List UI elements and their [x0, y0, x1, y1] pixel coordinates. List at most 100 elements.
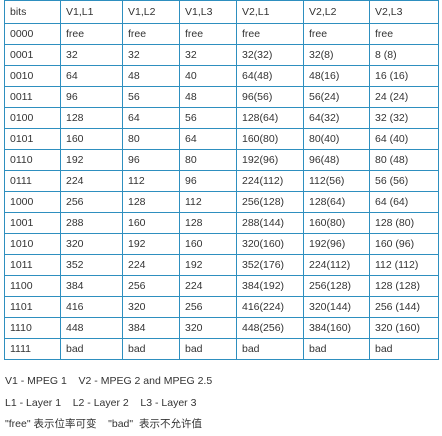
bitrate-cell: 352	[60, 254, 123, 276]
table-row: 0100 128 64 56 128(64) 64(32) 32 (32)	[4, 107, 439, 129]
bitrate-cell: free	[236, 23, 304, 45]
bits-cell: 0111	[4, 170, 61, 192]
header-cell: V1,L3	[179, 0, 237, 24]
table-header-row: bits V1,L1 V1,L2 V1,L3 V2,L1 V2,L2 V2,L3	[4, 0, 439, 24]
note-version-legend: V1 - MPEG 1 V2 - MPEG 2 and MPEG 2.5	[5, 375, 213, 387]
bitrate-cell: 288(144)	[236, 212, 304, 234]
bitrate-cell: 80 (48)	[369, 149, 439, 171]
bitrate-cell: 96	[60, 86, 123, 108]
bitrate-cell: bad	[369, 338, 439, 360]
bitrate-cell: 416(224)	[236, 296, 304, 318]
bitrate-cell: 224(112)	[303, 254, 370, 276]
table-row: 1000 256 128 112 256(128) 128(64) 64 (64)	[4, 191, 439, 213]
bitrate-cell: 192	[60, 149, 123, 171]
bitrate-cell: 192(96)	[236, 149, 304, 171]
bitrate-cell: 448(256)	[236, 317, 304, 339]
header-cell: V2,L1	[236, 0, 304, 24]
bitrate-cell: bad	[236, 338, 304, 360]
bitrate-cell: 256 (144)	[369, 296, 439, 318]
bitrate-cell: 320	[60, 233, 123, 255]
note-free-bad-legend: "free" 表示位率可变 "bad" 表示不允许值	[5, 418, 202, 430]
bitrate-cell: 352(176)	[236, 254, 304, 276]
bits-cell: 1001	[4, 212, 61, 234]
bitrate-cell: free	[122, 23, 180, 45]
bitrate-table-container: bits V1,L1 V1,L2 V1,L3 V2,L1 V2,L2 V2,L3…	[4, 0, 439, 360]
bitrate-cell: 160(80)	[236, 128, 304, 150]
bitrate-cell: 384	[122, 317, 180, 339]
bits-cell: 1111	[4, 338, 61, 360]
bitrate-cell: 160	[60, 128, 123, 150]
bitrate-cell: 112 (112)	[369, 254, 439, 276]
bits-cell: 0100	[4, 107, 61, 129]
bitrate-cell: 80	[179, 149, 237, 171]
bitrate-cell: 96	[122, 149, 180, 171]
bitrate-cell: 64(48)	[236, 65, 304, 87]
bitrate-cell: 320(144)	[303, 296, 370, 318]
header-cell: V1,L1	[60, 0, 123, 24]
bitrate-cell: 64 (40)	[369, 128, 439, 150]
bits-cell: 0011	[4, 86, 61, 108]
bits-cell: 0010	[4, 65, 61, 87]
bitrate-cell: 256	[179, 296, 237, 318]
bitrate-cell: 128(64)	[236, 107, 304, 129]
bitrate-cell: 64 (64)	[369, 191, 439, 213]
bitrate-cell: bad	[122, 338, 180, 360]
table-row: 1101 416 320 256 416(224) 320(144) 256 (144)	[4, 296, 439, 318]
bitrate-cell: free	[60, 23, 123, 45]
bitrate-cell: 128 (80)	[369, 212, 439, 234]
bitrate-cell: 384(160)	[303, 317, 370, 339]
header-cell: bits	[4, 0, 61, 24]
bitrate-cell: free	[179, 23, 237, 45]
bitrate-cell: bad	[179, 338, 237, 360]
bitrate-cell: 320	[179, 317, 237, 339]
table-row: 1110 448 384 320 448(256) 384(160) 320 (160)	[4, 317, 439, 339]
bitrate-cell: 32	[179, 44, 237, 66]
table-row: 0111 224 112 96 224(112) 112(56) 56 (56)	[4, 170, 439, 192]
bits-cell: 0000	[4, 23, 61, 45]
bitrate-cell: 160	[179, 233, 237, 255]
bitrate-cell: 128(64)	[303, 191, 370, 213]
bits-cell: 1100	[4, 275, 61, 297]
table-row: 0001 32 32 32 32(32) 32(8) 8 (8)	[4, 44, 439, 66]
bitrate-cell: free	[303, 23, 370, 45]
bitrate-cell: 56(24)	[303, 86, 370, 108]
bitrate-cell: 32	[60, 44, 123, 66]
bitrate-cell: 128	[122, 191, 180, 213]
bitrate-cell: 96(48)	[303, 149, 370, 171]
bitrate-cell: 48(16)	[303, 65, 370, 87]
table-row: 0101 160 80 64 160(80) 80(40) 64 (40)	[4, 128, 439, 150]
table-row: 1011 352 224 192 352(176) 224(112) 112 (112)	[4, 254, 439, 276]
bitrate-cell: 80	[122, 128, 180, 150]
bitrate-cell: 128	[179, 212, 237, 234]
bitrate-cell: 40	[179, 65, 237, 87]
bitrate-cell: 256	[122, 275, 180, 297]
table-row: 1111 bad bad bad bad bad bad	[4, 338, 439, 360]
table-row: 0000 free free free free free free	[4, 23, 439, 45]
bitrate-cell: 256(128)	[236, 191, 304, 213]
bitrate-cell: 112(56)	[303, 170, 370, 192]
table-row: 0110 192 96 80 192(96) 96(48) 80 (48)	[4, 149, 439, 171]
bits-cell: 0001	[4, 44, 61, 66]
bitrate-cell: bad	[303, 338, 370, 360]
bitrate-cell: 320	[122, 296, 180, 318]
bitrate-cell: 128 (128)	[369, 275, 439, 297]
bitrate-cell: 224	[122, 254, 180, 276]
bitrate-cell: 384	[60, 275, 123, 297]
bitrate-cell: 320(160)	[236, 233, 304, 255]
bitrate-cell: 224	[179, 275, 237, 297]
bitrate-cell: 112	[122, 170, 180, 192]
bitrate-cell: bad	[60, 338, 123, 360]
bitrate-cell: 160(80)	[303, 212, 370, 234]
bitrate-cell: 32(8)	[303, 44, 370, 66]
bits-cell: 1011	[4, 254, 61, 276]
bitrate-cell: 256	[60, 191, 123, 213]
table-row: 1100 384 256 224 384(192) 256(128) 128 (128)	[4, 275, 439, 297]
bitrate-table: bits V1,L1 V1,L2 V1,L3 V2,L1 V2,L2 V2,L3…	[4, 0, 439, 360]
bitrate-cell: 384(192)	[236, 275, 304, 297]
header-cell: V2,L3	[369, 0, 439, 24]
bitrate-cell: 96	[179, 170, 237, 192]
bits-cell: 0101	[4, 128, 61, 150]
bitrate-cell: 288	[60, 212, 123, 234]
bitrate-cell: 320 (160)	[369, 317, 439, 339]
bitrate-cell: 56 (56)	[369, 170, 439, 192]
